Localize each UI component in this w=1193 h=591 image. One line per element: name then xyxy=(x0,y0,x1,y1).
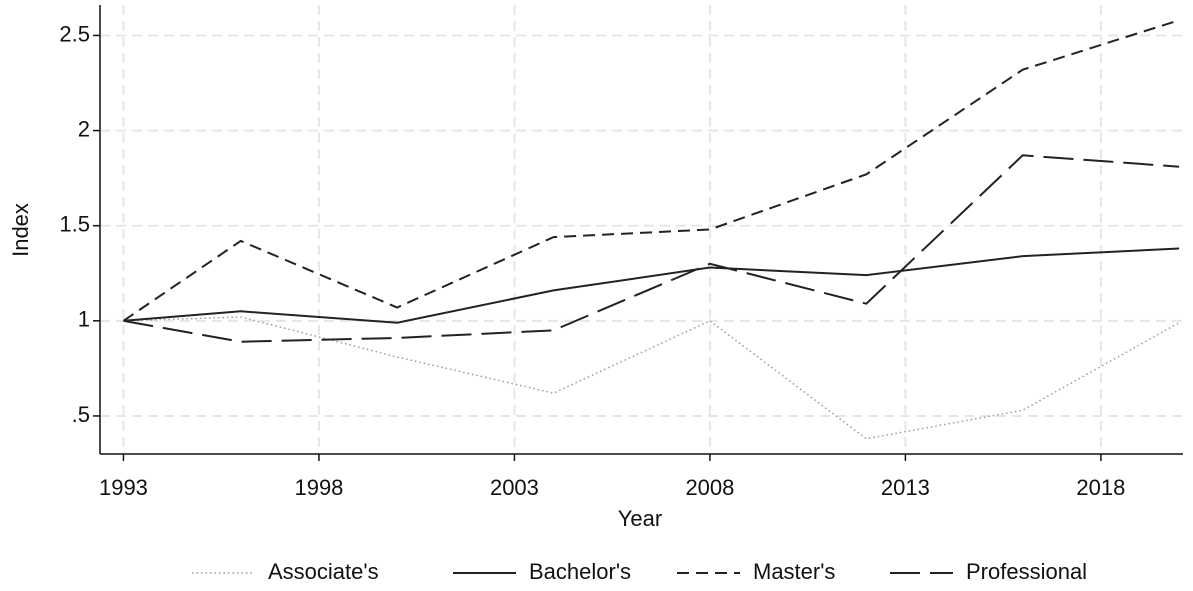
y-tick-label: 2 xyxy=(78,116,90,141)
y-axis-label: Index xyxy=(8,203,33,257)
x-tick-label: 2013 xyxy=(881,475,930,500)
x-tick-label: 2018 xyxy=(1076,475,1125,500)
legend-label: Associate's xyxy=(268,559,379,584)
series-line xyxy=(123,316,1180,440)
x-axis-label: Year xyxy=(618,506,662,531)
x-tick-label: 2008 xyxy=(685,475,734,500)
series-line xyxy=(123,247,1180,324)
y-tick-label: .5 xyxy=(72,402,90,427)
series-line xyxy=(122,19,1180,322)
y-tick-label: 1 xyxy=(78,307,90,332)
x-tick-label: 2003 xyxy=(490,475,539,500)
x-tick-label: 1998 xyxy=(294,475,343,500)
y-tick-label: 1.5 xyxy=(59,212,90,237)
y-tick-label: 2.5 xyxy=(59,21,90,46)
series-line xyxy=(123,154,1180,343)
x-tick-label: 1993 xyxy=(99,475,148,500)
legend-label: Professional xyxy=(966,559,1087,584)
legend-label: Bachelor's xyxy=(529,559,631,584)
legend-label: Master's xyxy=(753,559,835,584)
